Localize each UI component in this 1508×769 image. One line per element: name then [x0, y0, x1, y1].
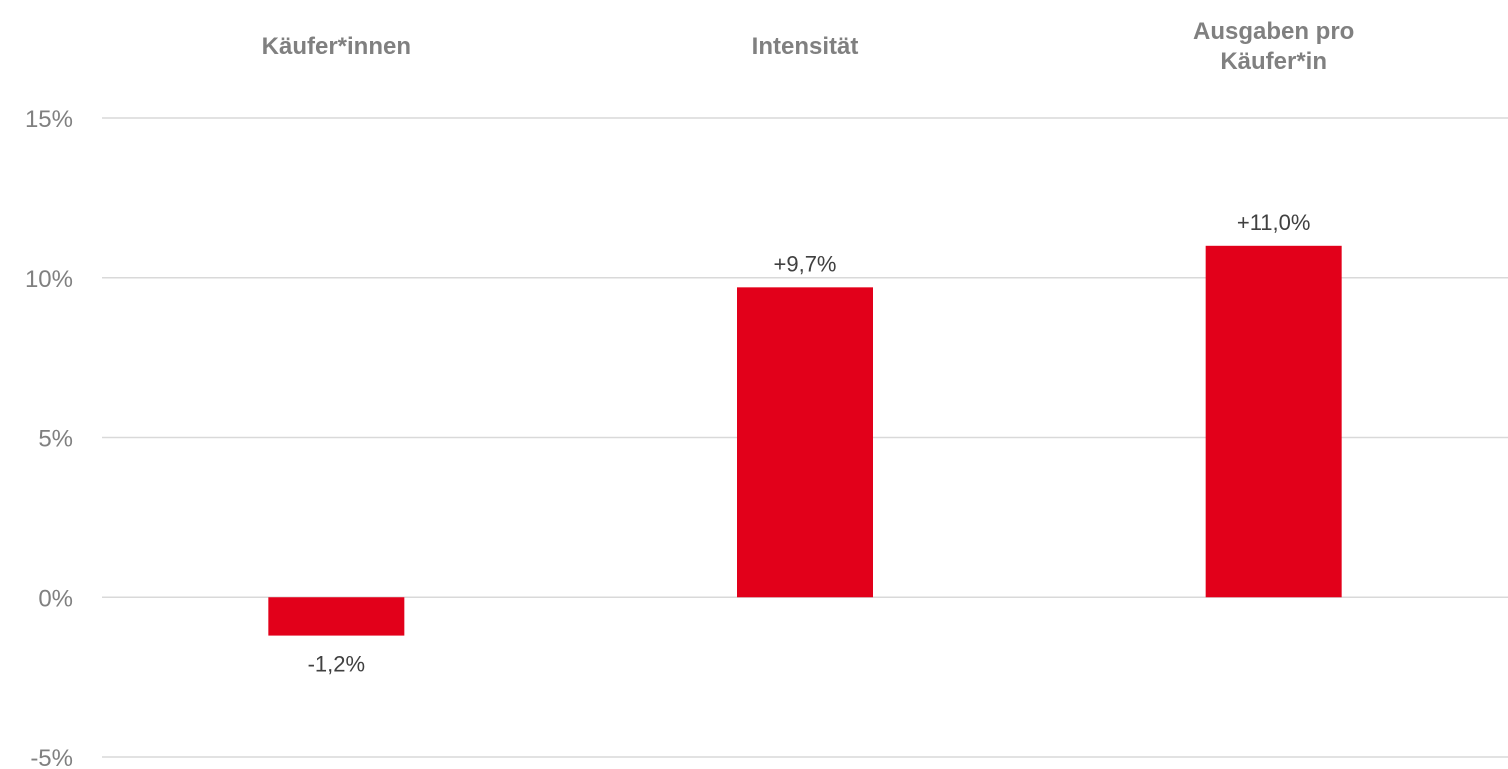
- category-label-line: Intensität: [752, 33, 859, 60]
- category-label: Ausgaben pro Käufer*in: [1193, 18, 1354, 75]
- bar: [268, 597, 405, 636]
- y-tick-label: 5%: [38, 426, 73, 453]
- bar: [1205, 245, 1342, 598]
- y-tick-label: 0%: [38, 585, 73, 612]
- data-label: +9,7%: [774, 251, 837, 276]
- category-label: Käufer*innen: [262, 33, 411, 60]
- data-label: -1,2%: [308, 652, 365, 677]
- category-label-line: Käufer*in: [1220, 48, 1327, 75]
- y-axis-tick-labels: 15% 10% 5% 0% -5%: [25, 106, 73, 769]
- category-label-line: Käufer*innen: [262, 33, 411, 60]
- y-tick-label: 10%: [25, 266, 73, 293]
- bars: [268, 245, 1342, 636]
- category-label: Intensität: [752, 33, 859, 60]
- data-label: +11,0%: [1237, 210, 1311, 235]
- category-label-line: Ausgaben pro: [1193, 18, 1354, 45]
- category-labels: Käufer*innen Intensität Ausgaben pro Käufer…: [262, 18, 1355, 75]
- bar: [737, 287, 873, 598]
- y-tick-label: 15%: [25, 106, 73, 133]
- data-labels: -1,2% +9,7% +11,0%: [308, 210, 1311, 677]
- y-tick-label: -5%: [30, 745, 73, 769]
